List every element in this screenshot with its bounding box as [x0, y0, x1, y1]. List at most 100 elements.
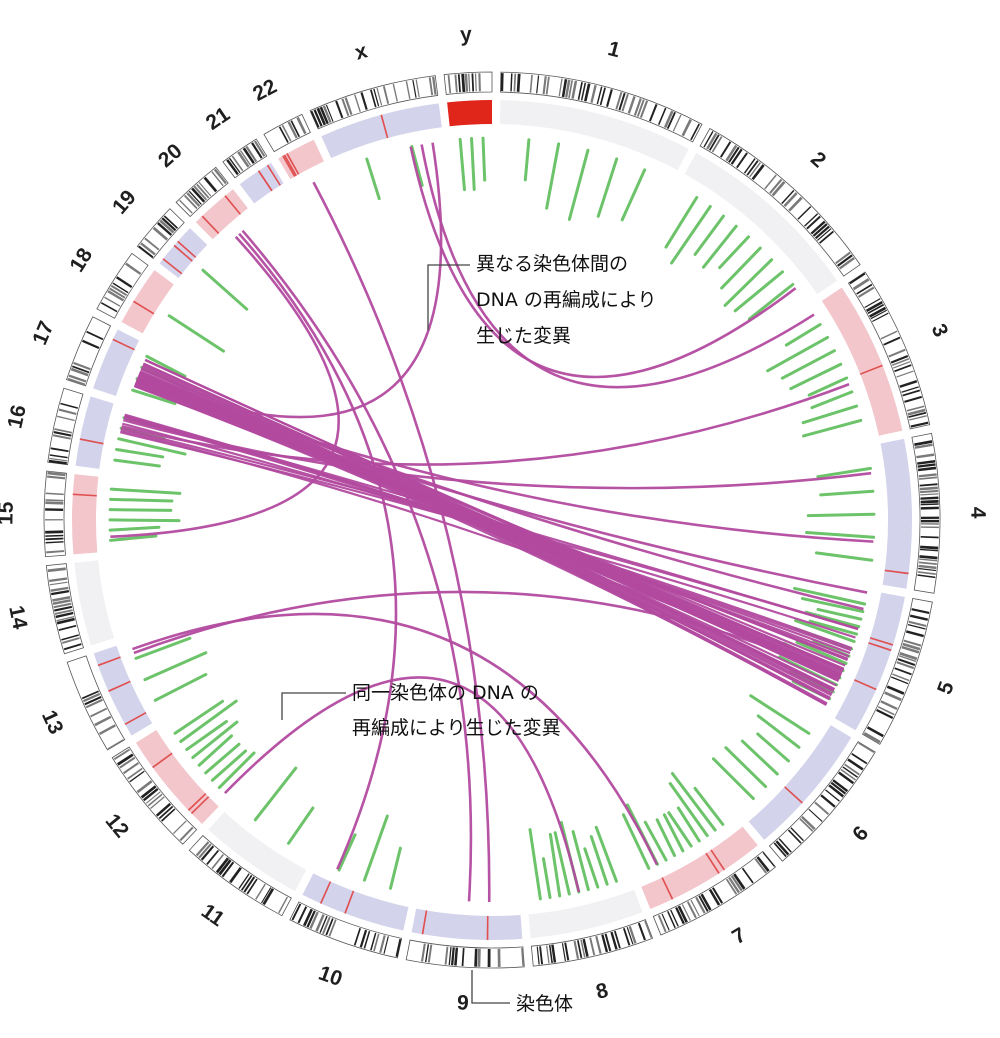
- ideogram-band: [211, 171, 224, 187]
- ideogram-band: [561, 943, 567, 962]
- ideogram-band: [228, 157, 241, 174]
- ideogram-band: [46, 550, 65, 554]
- intra-rearrangement: [108, 525, 161, 532]
- ideogram-band: [546, 945, 550, 964]
- ideogram-band: [159, 219, 175, 234]
- ideogram-band: [686, 901, 697, 919]
- ideogram-band: [918, 476, 938, 480]
- ideogram-band: [45, 492, 64, 496]
- ideogram-band: [125, 262, 142, 275]
- intra-rearrangement: [718, 235, 750, 270]
- ideogram-band: [316, 107, 327, 126]
- ideogram-band: [783, 192, 798, 207]
- ideogram-band: [920, 503, 939, 506]
- ideogram-band: [344, 97, 353, 116]
- intra-rearrangement: [109, 487, 182, 495]
- copy-number-focal: [282, 155, 296, 177]
- ideogram-band: [335, 100, 344, 119]
- intra-rearrangement: [109, 497, 174, 503]
- ideogram-band: [872, 312, 889, 323]
- ideogram-band: [905, 630, 924, 638]
- ideogram-band: [226, 159, 239, 176]
- ideogram-band: [45, 501, 64, 505]
- ideogram-band: [158, 805, 174, 820]
- ideogram-band: [116, 276, 133, 288]
- copy-number-focal: [201, 215, 220, 234]
- ideogram-band: [461, 73, 466, 93]
- ideogram-band: [610, 931, 618, 950]
- ideogram-band: [888, 348, 906, 358]
- ideogram-band: [708, 888, 721, 906]
- intra-rearrangement: [191, 720, 239, 760]
- copy-number-chr-2: [684, 152, 838, 295]
- ideogram-band: [920, 506, 939, 510]
- copy-number-chr-11: [208, 811, 307, 891]
- ideogram-band: [820, 794, 836, 808]
- ideogram-band: [45, 537, 64, 541]
- intra-rearrangement: [808, 619, 859, 636]
- ideogram-band: [920, 516, 939, 519]
- ideogram-band: [917, 459, 936, 465]
- annotation-chromosome-text: 染色体: [516, 993, 573, 1015]
- copy-number-focal: [486, 915, 489, 940]
- copy-number-chr-10: [302, 873, 409, 931]
- ideogram-band: [360, 92, 368, 111]
- copy-number-focal: [108, 680, 131, 692]
- copy-number-chr-3: [821, 287, 903, 436]
- ideogram-band: [621, 93, 629, 112]
- ideogram-band: [835, 251, 851, 265]
- ideogram-band: [57, 415, 75, 422]
- chr-label-14: 14: [4, 604, 31, 632]
- ideogram-band: [797, 206, 812, 220]
- ideogram-band: [454, 74, 458, 93]
- ideogram-band: [119, 756, 136, 769]
- ideogram-band: [901, 645, 920, 654]
- annotation-within-text: 同一染色体の DNA の 再編成により生じた変異: [352, 682, 561, 739]
- ideogram-band: [513, 73, 517, 92]
- ideogram-band: [914, 443, 933, 449]
- intra-rearrangement: [567, 148, 590, 221]
- ideogram-band: [894, 667, 912, 676]
- ideogram-band: [113, 748, 131, 760]
- ideogram-band: [892, 361, 911, 369]
- copy-number-focal: [853, 679, 877, 691]
- ideogram-band: [771, 180, 786, 197]
- ideogram-band: [769, 178, 783, 194]
- intra-rearrangement: [724, 746, 768, 789]
- copy-number-chr-4: [880, 438, 912, 589]
- ideogram-band: [306, 910, 316, 928]
- ideogram-band: [86, 330, 104, 341]
- ideogram-band: [675, 906, 685, 925]
- ideogram-band: [138, 245, 154, 258]
- ideogram-band: [325, 918, 334, 936]
- chr-label-15: 15: [0, 501, 18, 525]
- copy-number-focal: [177, 240, 197, 258]
- ideogram-band: [100, 302, 118, 313]
- annotation-between-line-2: DNA の再編成により: [476, 289, 657, 311]
- copy-number-focal: [152, 752, 173, 769]
- ideogram-band: [464, 73, 469, 92]
- ideogram-band: [898, 655, 917, 663]
- intra-rearrangement: [740, 739, 779, 776]
- copy-number-focal: [112, 338, 135, 351]
- inter-rearrangement: [312, 181, 491, 902]
- copy-number-focal: [784, 786, 803, 804]
- ideogram-band: [918, 567, 937, 572]
- intra-rearrangement: [664, 195, 699, 249]
- ideogram-band: [751, 164, 765, 181]
- ideogram-band: [622, 927, 631, 946]
- ideogram-band: [253, 140, 266, 157]
- ideogram-band: [857, 286, 875, 298]
- ideogram-band: [648, 103, 658, 122]
- ideogram-band: [601, 934, 609, 953]
- ideogram-band: [828, 784, 845, 798]
- ideogram-band: [852, 278, 870, 291]
- intra-rearrangement: [804, 610, 861, 629]
- chr-label-9: 9: [456, 991, 469, 1015]
- intra-rearrangement: [693, 214, 725, 256]
- ideogram-band: [698, 895, 709, 912]
- copy-number-focal: [869, 637, 894, 646]
- ideogram-band: [832, 779, 849, 793]
- chr-label-12: 12: [101, 810, 134, 843]
- intra-rearrangement: [548, 832, 562, 898]
